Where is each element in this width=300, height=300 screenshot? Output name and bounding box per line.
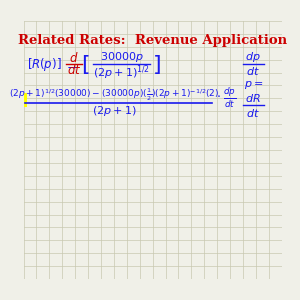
Text: Related Rates:  Revenue Application: Related Rates: Revenue Application <box>18 34 287 47</box>
FancyBboxPatch shape <box>24 93 28 107</box>
Text: $dt$: $dt$ <box>246 65 260 77</box>
Text: $\cdot\;\frac{dp}{dt}$: $\cdot\;\frac{dp}{dt}$ <box>216 86 236 110</box>
Text: $dt$: $dt$ <box>67 63 81 77</box>
Text: $\left.\right]$: $\left.\right]$ <box>152 53 161 76</box>
Text: $30000p$: $30000p$ <box>100 50 144 64</box>
Text: $d$: $d$ <box>69 51 79 65</box>
Text: $\left[\right.$: $\left[\right.$ <box>81 53 90 76</box>
Text: $(2p+1)^{1/2}(30000)-(30000p)(\frac{1}{2})(2p+1)^{-1/2}(2)$: $(2p+1)^{1/2}(30000)-(30000p)(\frac{1}{2… <box>9 86 219 103</box>
Text: $=$: $=$ <box>64 58 77 71</box>
Text: $dp$: $dp$ <box>245 50 261 64</box>
Text: $dt$: $dt$ <box>246 106 260 119</box>
Text: $(2p+1)$: $(2p+1)$ <box>92 104 136 118</box>
Text: $(2p+1)^{1/2}$: $(2p+1)^{1/2}$ <box>93 63 150 82</box>
Text: $dR$: $dR$ <box>245 92 261 104</box>
Text: $[R(p)]$: $[R(p)]$ <box>28 56 62 73</box>
Text: $p=$: $p=$ <box>244 80 263 92</box>
